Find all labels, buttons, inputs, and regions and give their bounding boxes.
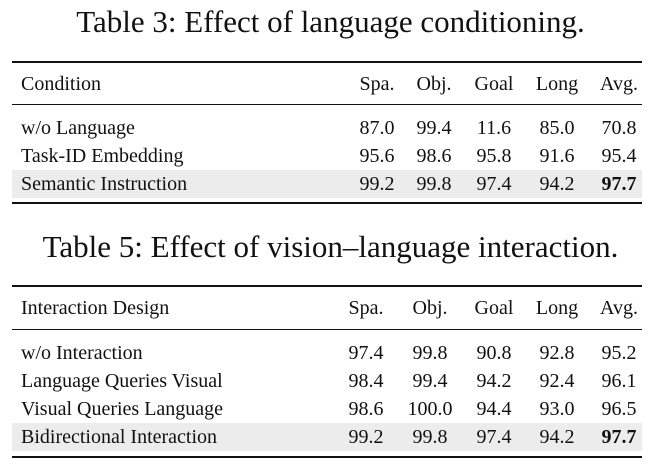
header-condition: Condition [21,73,102,95]
header-obj: Obj. [416,73,452,95]
cell-goal: 90.8 [476,342,512,364]
cell-spa: 87.0 [359,117,395,139]
header-avg: Avg. [600,297,638,319]
table-3-mid-rule [12,104,642,105]
cell-long: 92.8 [539,342,575,364]
header-goal: Goal [474,73,514,95]
cell-obj: 98.6 [416,145,452,167]
cell-goal: 97.4 [476,426,512,448]
cell-obj: 99.4 [412,370,448,392]
cell-long: 91.6 [539,145,575,167]
table-5-caption: Table 5: Effect of vision–language inter… [42,229,619,264]
cell-avg: 95.4 [601,145,637,167]
cell-obj: 100.0 [407,398,453,420]
cell-goal: 11.6 [476,117,512,139]
cell-spa: 98.6 [348,398,384,420]
row-label: Language Queries Visual [21,370,223,392]
cell-obj: 99.8 [412,426,448,448]
cell-avg: 95.2 [601,342,637,364]
header-spa: Spa. [348,297,384,319]
cell-spa: 97.4 [348,342,384,364]
header-interaction-design: Interaction Design [21,297,170,319]
header-goal: Goal [474,297,514,319]
cell-long: 85.0 [539,117,575,139]
table-5-bottom-rule [12,456,642,458]
table-row: Language Queries Visual 98.4 99.4 94.2 9… [12,367,642,395]
row-label: Semantic Instruction [21,173,188,195]
table-row: w/o Interaction 97.4 99.8 90.8 92.8 95.2 [12,339,642,367]
cell-spa: 98.4 [348,370,384,392]
cell-goal: 94.4 [476,398,512,420]
cell-long: 94.2 [539,173,575,195]
header-long: Long [535,297,579,319]
header-avg: Avg. [600,73,638,95]
cell-obj: 99.8 [416,173,452,195]
cell-avg: 70.8 [601,117,637,139]
table-5-mid-rule [12,329,642,330]
table-3-top-rule [12,61,642,63]
table-row: Visual Queries Language 98.6 100.0 94.4 … [12,395,642,423]
cell-spa: 95.6 [359,145,395,167]
table-3-caption: Table 3: Effect of language conditioning… [76,4,585,39]
cell-avg: 96.1 [601,370,637,392]
header-spa: Spa. [359,73,395,95]
table-3-header-row: Condition Spa. Obj. Goal Long Avg. [12,70,642,98]
cell-long: 92.4 [539,370,575,392]
table-row-highlighted: Bidirectional Interaction 99.2 99.8 97.4… [12,423,642,451]
cell-long: 94.2 [539,426,575,448]
table-5-header-row: Interaction Design Spa. Obj. Goal Long A… [12,294,642,322]
table-3-bottom-rule [12,202,642,204]
cell-goal: 97.4 [476,173,512,195]
cell-obj: 99.8 [412,342,448,364]
row-label: Visual Queries Language [21,398,224,420]
cell-goal: 94.2 [476,370,512,392]
row-label: w/o Language [21,117,135,139]
cell-spa: 99.2 [359,173,395,195]
table-5-top-rule [12,285,642,287]
cell-long: 93.0 [539,398,575,420]
table-row: w/o Language 87.0 99.4 11.6 85.0 70.8 [12,114,642,142]
cell-obj: 99.4 [416,117,452,139]
table-row: Task-ID Embedding 95.6 98.6 95.8 91.6 95… [12,142,642,170]
row-label: Bidirectional Interaction [21,426,218,448]
row-label: w/o Interaction [21,342,143,364]
table-row-highlighted: Semantic Instruction 99.2 99.8 97.4 94.2… [12,170,642,198]
cell-goal: 95.8 [476,145,512,167]
header-long: Long [535,73,579,95]
row-label: Task-ID Embedding [21,145,184,167]
cell-avg-best: 97.7 [601,173,637,195]
cell-avg: 96.5 [601,398,637,420]
cell-spa: 99.2 [348,426,384,448]
cell-avg-best: 97.7 [601,426,637,448]
header-obj: Obj. [412,297,448,319]
